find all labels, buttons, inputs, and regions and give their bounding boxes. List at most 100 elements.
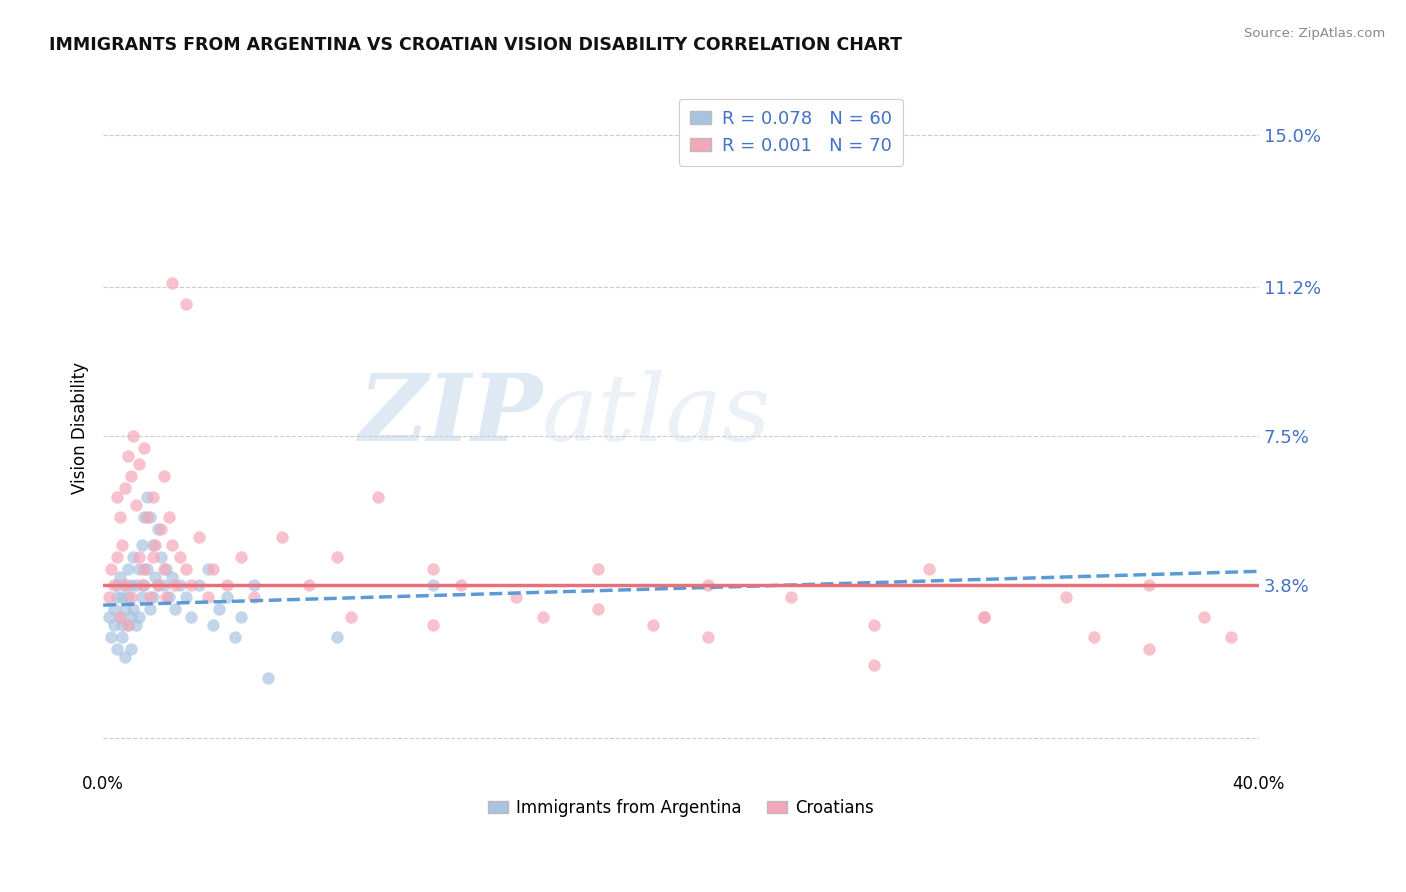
Point — [108, 610, 131, 624]
Point — [103, 602, 125, 616]
Point — [188, 578, 211, 592]
Point — [208, 602, 231, 616]
Point — [152, 562, 174, 576]
Point — [163, 602, 186, 616]
Point — [202, 562, 225, 576]
Point — [111, 538, 134, 552]
Point — [128, 610, 150, 624]
Point — [697, 630, 720, 644]
Point — [114, 602, 136, 616]
Point — [142, 490, 165, 504]
Point — [100, 562, 122, 576]
Text: IMMIGRANTS FROM ARGENTINA VS CROATIAN VISION DISABILITY CORRELATION CHART: IMMIGRANTS FROM ARGENTINA VS CROATIAN VI… — [49, 36, 903, 54]
Point — [105, 549, 128, 564]
Point — [1192, 610, 1215, 624]
Point — [146, 578, 169, 592]
Point — [339, 610, 361, 624]
Point — [120, 590, 142, 604]
Text: atlas: atlas — [543, 369, 772, 459]
Point — [155, 562, 177, 576]
Point — [422, 578, 444, 592]
Point — [643, 618, 665, 632]
Text: Source: ZipAtlas.com: Source: ZipAtlas.com — [1244, 27, 1385, 40]
Point — [103, 578, 125, 592]
Point — [125, 498, 148, 512]
Point — [1220, 630, 1243, 644]
Point — [588, 602, 610, 616]
Point — [117, 590, 139, 604]
Point — [202, 618, 225, 632]
Point — [111, 590, 134, 604]
Point — [120, 578, 142, 592]
Legend: Immigrants from Argentina, Croatians: Immigrants from Argentina, Croatians — [481, 792, 880, 823]
Point — [114, 650, 136, 665]
Point — [160, 570, 183, 584]
Point — [108, 509, 131, 524]
Point — [149, 549, 172, 564]
Point — [125, 578, 148, 592]
Point — [155, 590, 177, 604]
Point — [174, 296, 197, 310]
Point — [120, 610, 142, 624]
Point — [105, 590, 128, 604]
Point — [298, 578, 321, 592]
Point — [257, 671, 280, 685]
Point — [152, 578, 174, 592]
Point — [229, 549, 252, 564]
Point — [131, 578, 153, 592]
Point — [128, 458, 150, 472]
Point — [145, 538, 167, 552]
Point — [422, 562, 444, 576]
Point — [146, 522, 169, 536]
Point — [157, 509, 180, 524]
Point — [111, 618, 134, 632]
Point — [142, 549, 165, 564]
Point — [450, 578, 472, 592]
Point — [134, 509, 156, 524]
Point — [131, 538, 153, 552]
Point — [271, 530, 294, 544]
Point — [243, 590, 266, 604]
Point — [128, 562, 150, 576]
Point — [224, 630, 246, 644]
Point — [105, 642, 128, 657]
Point — [152, 469, 174, 483]
Point — [105, 490, 128, 504]
Point — [108, 570, 131, 584]
Point — [103, 618, 125, 632]
Point — [114, 578, 136, 592]
Point — [157, 590, 180, 604]
Point — [862, 618, 884, 632]
Point — [122, 429, 145, 443]
Point — [1137, 642, 1160, 657]
Point — [97, 590, 120, 604]
Point — [1137, 578, 1160, 592]
Point — [139, 590, 162, 604]
Point — [862, 658, 884, 673]
Point — [180, 578, 202, 592]
Point — [1054, 590, 1077, 604]
Point — [122, 602, 145, 616]
Text: ZIP: ZIP — [359, 369, 543, 459]
Point — [197, 590, 219, 604]
Point — [108, 610, 131, 624]
Point — [169, 578, 191, 592]
Point — [114, 578, 136, 592]
Point — [229, 610, 252, 624]
Point — [139, 602, 162, 616]
Point — [160, 277, 183, 291]
Point — [973, 610, 995, 624]
Point — [105, 578, 128, 592]
Point — [134, 562, 156, 576]
Point — [142, 590, 165, 604]
Point — [215, 590, 238, 604]
Point — [917, 562, 939, 576]
Point — [139, 509, 162, 524]
Point — [146, 578, 169, 592]
Point — [117, 618, 139, 632]
Point — [197, 562, 219, 576]
Point — [122, 549, 145, 564]
Point — [180, 610, 202, 624]
Point — [163, 578, 186, 592]
Point — [100, 630, 122, 644]
